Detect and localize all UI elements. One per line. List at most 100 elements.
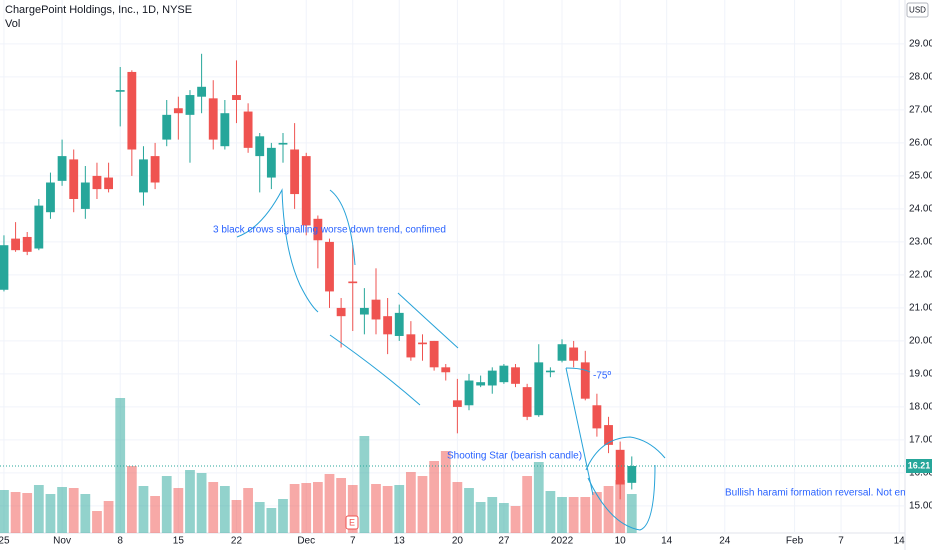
candle-body bbox=[104, 177, 114, 190]
last-price-badge bbox=[906, 459, 932, 474]
volume-bar bbox=[208, 482, 219, 533]
volume-bar bbox=[487, 497, 498, 533]
y-tick-label: 15.00 bbox=[909, 501, 932, 512]
candle-body bbox=[313, 218, 323, 241]
candle-body bbox=[80, 182, 90, 209]
candle-body bbox=[220, 113, 230, 147]
earnings-badge[interactable] bbox=[345, 515, 359, 530]
y-tick-label: 20.00 bbox=[909, 336, 932, 347]
y-tick-label: 19.00 bbox=[909, 369, 932, 380]
candle-body bbox=[290, 149, 300, 195]
candle-body bbox=[487, 370, 497, 386]
candle-body bbox=[11, 238, 20, 251]
candle-body bbox=[139, 159, 148, 193]
volume-bar bbox=[278, 499, 288, 533]
candle-body bbox=[301, 156, 311, 226]
candle-body bbox=[325, 241, 334, 292]
candle-body bbox=[232, 95, 241, 100]
volume-bar bbox=[394, 485, 405, 533]
annotation: Shooting Star (bearish candle) bbox=[447, 451, 582, 462]
volume-bar bbox=[289, 484, 300, 533]
candle-body bbox=[22, 236, 32, 252]
candle-body bbox=[580, 362, 590, 399]
earnings-marker: E bbox=[349, 517, 355, 527]
marks bbox=[0, 0, 905, 533]
y-tick-label: 28.00 bbox=[909, 72, 932, 83]
candle-body bbox=[266, 147, 276, 178]
candle-body bbox=[499, 365, 509, 383]
candle-body bbox=[464, 380, 474, 406]
x-tick-label: 13 bbox=[394, 536, 406, 547]
x-tick-label: 24 bbox=[719, 536, 731, 547]
candle-body bbox=[197, 86, 207, 97]
y-tick-label: 17.00 bbox=[909, 435, 932, 446]
candle-body bbox=[394, 312, 404, 336]
y-tick-label: 27.00 bbox=[909, 105, 932, 116]
candle-body bbox=[0, 245, 9, 290]
candle-body bbox=[150, 156, 160, 183]
candle-body bbox=[243, 111, 253, 148]
volume-bar bbox=[615, 480, 626, 533]
candle-body bbox=[173, 108, 183, 114]
candle-body bbox=[336, 307, 346, 317]
volume-bar bbox=[429, 461, 440, 533]
volume-bar bbox=[150, 496, 160, 533]
candle-body bbox=[92, 175, 102, 190]
volume-bar bbox=[405, 472, 416, 533]
candle-body bbox=[162, 114, 172, 140]
volume-bar bbox=[533, 462, 544, 533]
candle-body bbox=[208, 98, 218, 140]
volume-bar bbox=[231, 500, 242, 533]
annotation: 3 black crows signalling worse down tren… bbox=[213, 225, 446, 236]
volume-bar bbox=[510, 506, 521, 533]
x-tick-label: Feb bbox=[786, 536, 804, 547]
volume-bar bbox=[382, 486, 393, 533]
volume-bar bbox=[161, 476, 172, 533]
x-tick-label: 14 bbox=[894, 536, 906, 547]
candle-body bbox=[34, 205, 44, 249]
candle-body bbox=[406, 334, 416, 358]
annotation: -75º bbox=[593, 371, 611, 382]
volume-bar bbox=[185, 470, 195, 533]
candle-body bbox=[383, 316, 393, 335]
x-tick-label: 22 bbox=[231, 536, 243, 547]
currency: USD bbox=[909, 6, 926, 15]
candle-body bbox=[127, 71, 137, 150]
last-price: 16.21 bbox=[908, 460, 931, 470]
x-tick-label: 27 bbox=[498, 536, 510, 547]
candle-body bbox=[627, 466, 637, 483]
candle-body bbox=[278, 142, 288, 145]
candle-body bbox=[69, 159, 79, 200]
volume-bar bbox=[417, 476, 428, 533]
candle-body bbox=[418, 342, 427, 345]
candle-body bbox=[441, 367, 451, 373]
volume-bar bbox=[254, 502, 265, 533]
annotation: Bullish harami formation reversal. Not e… bbox=[725, 488, 932, 499]
volume-bar bbox=[603, 486, 614, 533]
candle-body bbox=[557, 344, 567, 361]
volume-bar bbox=[196, 473, 207, 533]
candle-body bbox=[522, 387, 532, 417]
candle-body bbox=[545, 370, 555, 373]
volume-bar bbox=[359, 436, 370, 533]
currency-badge[interactable] bbox=[906, 2, 929, 18]
volume-bar bbox=[266, 508, 277, 533]
volume-bar bbox=[22, 493, 33, 533]
volume-bar bbox=[557, 497, 567, 533]
volume-bar bbox=[499, 503, 509, 533]
volume-bar bbox=[522, 476, 533, 533]
volume-bar bbox=[103, 501, 114, 533]
x-tick-label: 15 bbox=[173, 536, 185, 547]
drawing-curve bbox=[236, 188, 319, 313]
drawing-line bbox=[329, 334, 421, 406]
volume-bar bbox=[371, 484, 381, 533]
x-tick-label: 8 bbox=[117, 536, 123, 547]
volume-label: Vol bbox=[5, 18, 20, 30]
y-tick-label: 26.00 bbox=[909, 138, 932, 149]
x-tick-label: 7 bbox=[350, 536, 356, 547]
y-tick-label: 18.00 bbox=[909, 402, 932, 413]
x-tick-label: 25 bbox=[0, 536, 10, 547]
y-tick-label: 24.00 bbox=[909, 204, 932, 215]
volume-bar bbox=[45, 494, 56, 533]
